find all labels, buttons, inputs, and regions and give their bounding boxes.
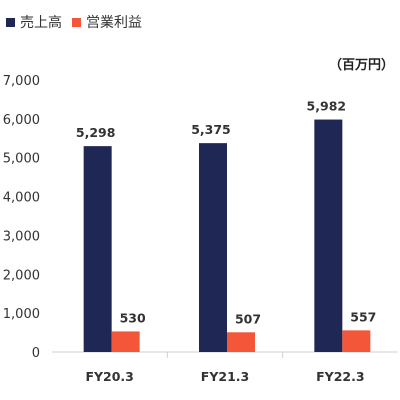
y-tick-label: 6,000 xyxy=(3,113,40,128)
data-label-sales: 5,982 xyxy=(307,99,347,114)
y-tick-label: 0 xyxy=(32,346,40,361)
unit-label: （百万円） xyxy=(328,58,394,73)
bar-operating-profit xyxy=(342,330,371,352)
legend-swatch-operating-profit xyxy=(72,17,81,27)
legend-label-sales: 売上高 xyxy=(20,15,62,31)
data-label-sales: 5,375 xyxy=(191,122,231,137)
x-tick-label: FY21.3 xyxy=(201,369,249,384)
data-label-operating-profit: 507 xyxy=(235,311,261,326)
legend-swatch-sales xyxy=(6,17,15,27)
y-tick-label: 3,000 xyxy=(3,229,40,244)
x-tick-label: FY20.3 xyxy=(85,369,133,384)
bar-sales xyxy=(314,119,343,352)
legend-item-operating-profit: 営業利益 xyxy=(72,12,142,32)
y-tick-label: 4,000 xyxy=(3,191,40,206)
y-tick-label: 1,000 xyxy=(3,307,40,322)
y-tick-label: 5,000 xyxy=(3,152,40,167)
bar-operating-profit xyxy=(111,331,140,352)
data-label-sales: 5,298 xyxy=(76,125,116,140)
bar-sales xyxy=(83,146,112,352)
legend-item-sales: 売上高 xyxy=(6,12,62,32)
y-tick-label: 2,000 xyxy=(3,268,40,283)
data-label-operating-profit: 557 xyxy=(350,309,376,324)
data-label-operating-profit: 530 xyxy=(120,310,146,325)
y-tick-label: 7,000 xyxy=(3,74,40,89)
bar-sales xyxy=(199,143,227,352)
legend: 売上高 営業利益 xyxy=(6,12,142,32)
bar-operating-profit xyxy=(227,332,255,352)
x-tick-label: FY22.3 xyxy=(316,369,364,384)
legend-label-operating-profit: 営業利益 xyxy=(86,15,142,31)
